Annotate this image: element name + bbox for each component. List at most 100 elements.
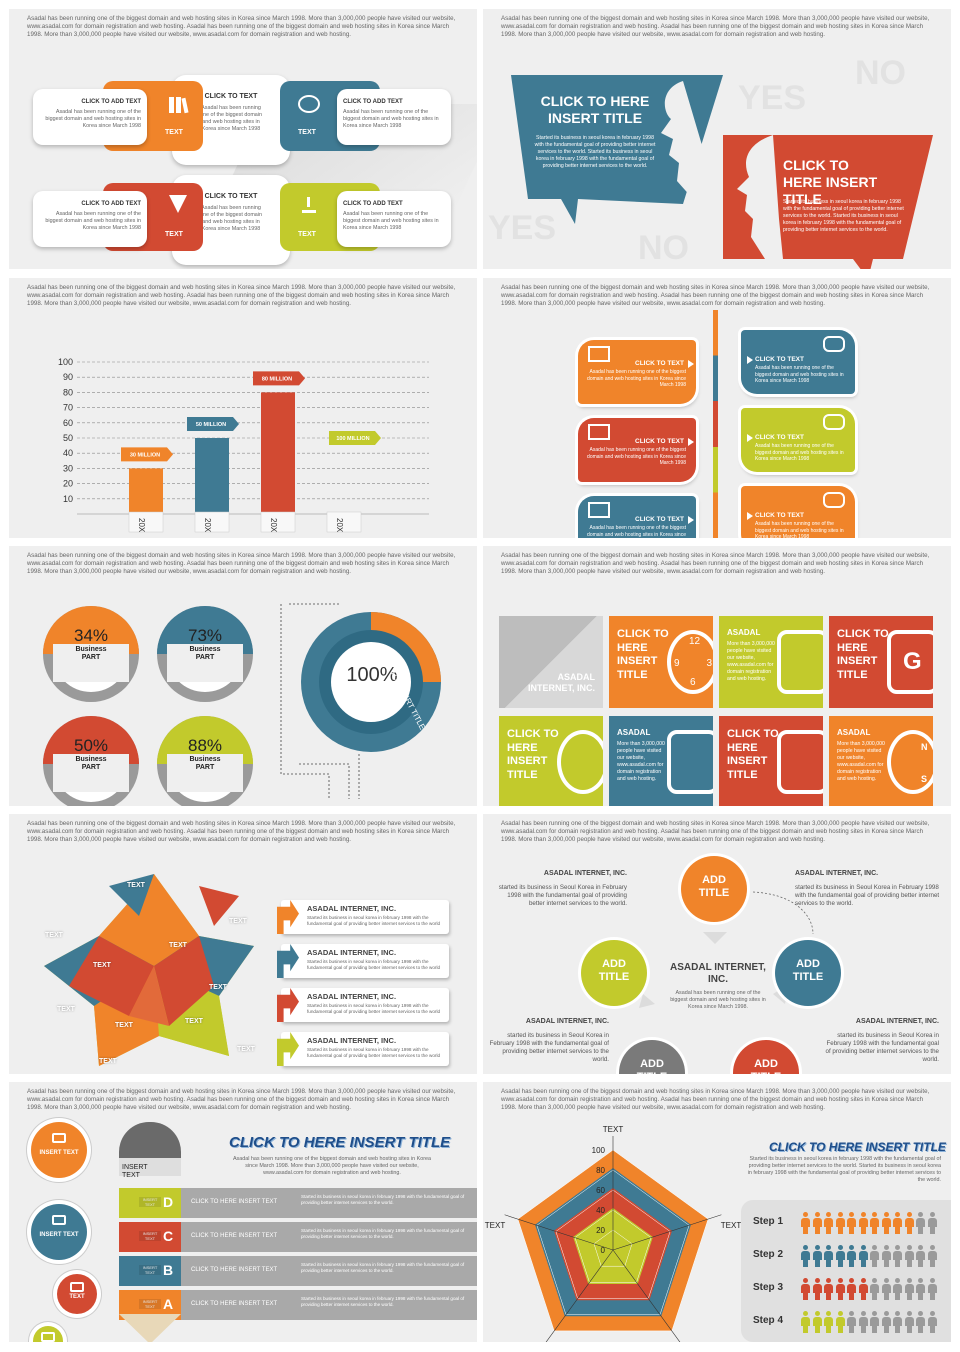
card-3[interactable]: CLICK TO ADD TEXT Asadal has been runnin… [33, 191, 147, 247]
cycle-bubble-2[interactable]: ADD TITLE [581, 940, 647, 1006]
icon-circle-3[interactable]: TEXT [57, 1274, 97, 1314]
card-left-3[interactable]: CLICK TO TEXT Asadal has been running one… [578, 496, 696, 538]
list-item[interactable]: ASADAL INTERNET, INC. Started its busines… [277, 944, 449, 978]
slide-subtitle: Started its business in seoul korea in f… [747, 1156, 941, 1183]
person-icon [927, 1245, 937, 1267]
radar-grid [555, 1189, 671, 1299]
row-bar[interactable] [159, 1290, 477, 1320]
card-right-2[interactable]: CLICK TO TEXT Asadal has been running one… [741, 408, 855, 472]
star-text-label[interactable]: TEXT [57, 1006, 75, 1013]
star-text-label[interactable]: TEXT [99, 1058, 117, 1065]
chart-icon [588, 502, 610, 518]
star-text-label[interactable]: TEXT [169, 942, 187, 949]
star-text-label[interactable]: TEXT [237, 1046, 255, 1053]
card-left-2[interactable]: CLICK TO TEXT Asadal has been running one… [578, 418, 696, 482]
card-right-1[interactable]: CLICK TO TEXT Asadal has been running one… [741, 330, 855, 394]
bar-chart: 10 20 30 40 50 60 70 80 90 100 20X 30 MILLION 20X 50 … [58, 357, 429, 533]
person-icon [858, 1245, 868, 1267]
card-1[interactable]: CLICK TO ADD TEXT Asadal has been runnin… [33, 89, 147, 145]
y-tick-label: 20 [63, 479, 73, 489]
star-text-label[interactable]: TEXT [115, 1022, 133, 1029]
person-icon [870, 1278, 879, 1300]
bubble-title-2[interactable]: CLICK TO HERE INSERT TITLE [783, 157, 878, 207]
icon-circle-4[interactable] [33, 1326, 63, 1342]
card-2[interactable]: CLICK TO ADD TEXT Asadal has been runnin… [337, 89, 451, 145]
row-tab-label: INSERT TEXT [139, 1299, 161, 1309]
y-tick-label: 30 [63, 463, 73, 473]
x-tick-label: 20X [269, 518, 278, 533]
cycle-bubble-3[interactable]: ADD TITLE [775, 940, 841, 1006]
tile-3[interactable]: ASADAL More than 3,000,000 people have vi… [719, 616, 823, 708]
y-tick-label: 100 [58, 357, 73, 367]
donut-chart [280, 603, 441, 799]
bar[interactable] [129, 468, 163, 514]
icon-circle-1[interactable]: INSERT TEXT [31, 1122, 87, 1178]
radar-axis [504, 1214, 614, 1251]
tile-body: More than 3,000,000 people have visited … [837, 741, 885, 782]
books-icon [167, 95, 189, 117]
star-text-label[interactable]: TEXT [185, 1018, 203, 1025]
row-bar[interactable] [159, 1222, 477, 1252]
star-text-label[interactable]: TEXT [209, 984, 227, 991]
gauge-1[interactable]: 34% Business PART [43, 606, 139, 702]
list-item[interactable]: ASADAL INTERNET, INC. Started its busines… [277, 1032, 449, 1066]
tile-7[interactable]: CLICK TO HERE INSERT TITLE [719, 716, 823, 806]
tile-5[interactable]: CLICK TO HERE INSERT TITLE [499, 716, 603, 806]
star-text-label[interactable]: TEXT [127, 882, 145, 889]
list-item[interactable]: ASADAL INTERNET, INC. Started its busines… [277, 988, 449, 1022]
tile-4[interactable]: CLICK TO HERE INSERT TITLE G [829, 616, 933, 708]
row-letter: B [163, 1262, 174, 1278]
card-4[interactable]: CLICK TO ADD TEXT Asadal has been runnin… [337, 191, 451, 247]
gauge-3[interactable]: 50% Business PART [43, 716, 139, 806]
card-left-1[interactable]: CLICK TO TEXT Asadal has been running one… [578, 340, 696, 404]
row-bar[interactable] [159, 1256, 477, 1286]
star-text-label[interactable]: TEXT [93, 962, 111, 969]
download-icon [302, 197, 316, 213]
tile-1[interactable]: ASADAL INTERNET, INC. [499, 616, 603, 708]
bubble-title-1[interactable]: CLICK TO HERE INSERT TITLE [540, 93, 650, 126]
item-title: ASADAL INTERNET, INC. [307, 904, 397, 913]
data-label: 30 MILLION [130, 452, 160, 458]
y-tick-label: 70 [63, 403, 73, 413]
person-icon [824, 1245, 833, 1267]
y-tick-label: 40 [63, 448, 73, 458]
gauge-4[interactable]: 88% Business PART [157, 716, 253, 806]
slide-4: Asadal has been running one of the bigge… [483, 278, 951, 538]
radar-chart: TEXTTEXTTEXTTEXTTEXT100806040200 [485, 1125, 741, 1342]
radar-tick-label: 60 [596, 1186, 605, 1195]
tile-head: ASADAL [837, 728, 871, 737]
icon-circle-2[interactable]: INSERT TEXT [31, 1204, 87, 1260]
gauge-value: 50% [73, 736, 109, 755]
item-title: ASADAL INTERNET, INC. [307, 948, 397, 957]
gauge-2[interactable]: 73% Business PART [157, 606, 253, 702]
side-body: started its business in Seoul Korea in F… [498, 884, 627, 907]
person-icon [847, 1311, 856, 1333]
bar[interactable] [261, 392, 295, 514]
globe-icon [557, 730, 603, 794]
radar-tick-label: 80 [596, 1166, 605, 1175]
person-icon [847, 1245, 856, 1267]
gauge-value: 34% [73, 626, 109, 645]
slide-title[interactable]: CLICK TO HERE INSERT TITLE [769, 1140, 946, 1154]
cycle-bubble-1[interactable]: ADD TITLE [681, 856, 747, 922]
row-bar[interactable] [159, 1188, 477, 1218]
list-item[interactable]: ASADAL INTERNET, INC. Started its busines… [277, 900, 449, 934]
person-icon [824, 1311, 833, 1333]
star-text-label[interactable]: TEXT [45, 932, 63, 939]
person-icon [858, 1311, 868, 1333]
item-body: Started its business in seoul korea in f… [307, 1003, 441, 1014]
person-icon [927, 1278, 937, 1300]
illustration-icon [823, 492, 845, 508]
person-icon [812, 1311, 822, 1333]
chat-icon [298, 95, 320, 113]
tile-6[interactable]: ASADAL More than 3,000,000 people have vi… [609, 716, 713, 806]
person-icon [801, 1278, 810, 1300]
star-text-label[interactable]: TEXT [229, 918, 247, 925]
card-right-3[interactable]: CLICK TO TEXT Asadal has been running one… [741, 486, 855, 538]
slide-title[interactable]: CLICK TO HERE INSERT TITLE [229, 1134, 451, 1151]
data-label-arrow [329, 431, 381, 445]
tile-8[interactable]: ASADAL More than 3,000,000 people have vi… [829, 716, 933, 806]
radar-axis [545, 1249, 614, 1342]
bar[interactable] [195, 438, 229, 514]
tile-2[interactable]: CLICK TO HERE INSERT TITLE 12 3 6 9 [609, 616, 713, 708]
